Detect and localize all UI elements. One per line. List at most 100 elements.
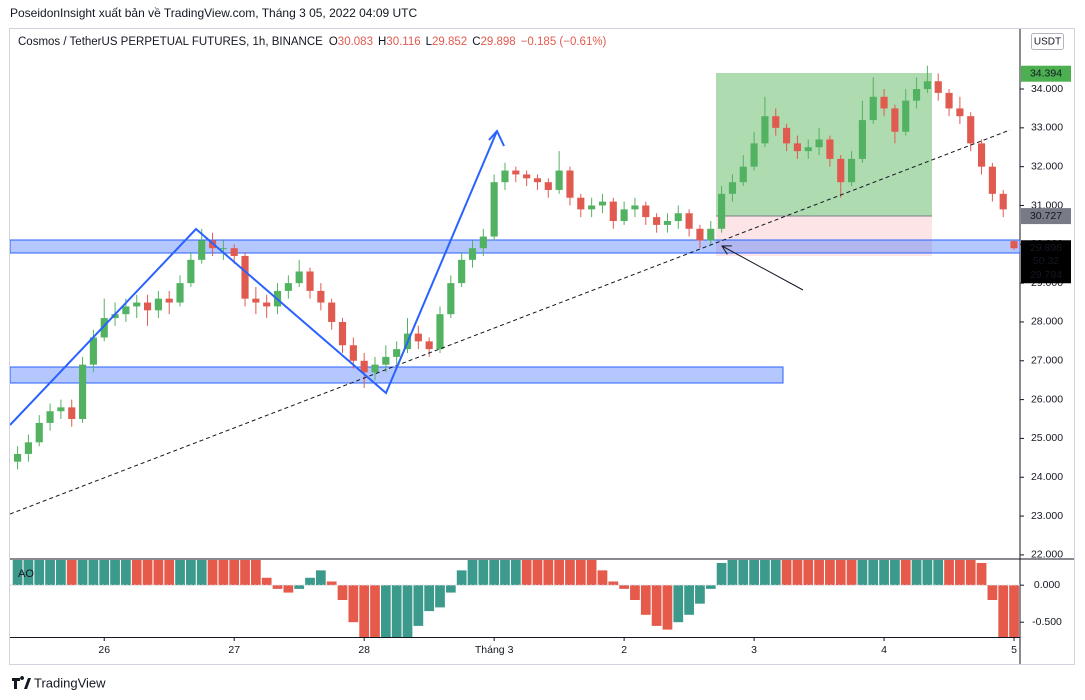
ao-bar <box>705 585 716 589</box>
candle-body <box>111 314 119 319</box>
chart-title-line: Cosmos / TetherUS PERPETUAL FUTURES, 1h,… <box>18 36 607 48</box>
ao-bar <box>142 560 153 586</box>
y-tick-label: 23.000 <box>1031 510 1063 522</box>
ao-bar <box>510 560 521 586</box>
ao-bar <box>337 585 348 600</box>
ao-bar <box>445 585 456 593</box>
ao-bar <box>131 560 142 586</box>
candle-body <box>642 205 650 218</box>
ao-bar <box>890 560 900 586</box>
candle-body <box>620 209 628 222</box>
candle-body <box>458 259 466 284</box>
candle-body <box>533 178 542 183</box>
candle-body <box>869 96 877 121</box>
ohlc-value: 29.852 <box>432 36 467 48</box>
candle-body <box>176 283 184 303</box>
candle-body <box>371 364 379 373</box>
ao-bar <box>944 560 954 586</box>
candle-body <box>252 298 260 303</box>
ao-bar <box>218 560 229 586</box>
price-label: 34.394 <box>1030 67 1062 79</box>
candle-body <box>783 127 791 144</box>
candle-body <box>436 314 444 350</box>
ao-bar <box>370 585 380 637</box>
profit-zone <box>716 73 932 216</box>
candle-body <box>447 283 455 315</box>
candle-body <box>122 306 130 315</box>
ohlc-letter: O <box>329 36 338 48</box>
ao-bar <box>196 560 207 586</box>
ao-bar <box>66 560 77 586</box>
ao-bar <box>207 560 218 586</box>
ao-bar <box>760 560 770 586</box>
candle-body <box>338 321 347 346</box>
candle-body <box>555 170 563 190</box>
drawings-over <box>10 129 1011 515</box>
ao-bar <box>164 560 175 586</box>
candle-body <box>988 166 996 194</box>
candle-body <box>598 201 607 206</box>
candle-body <box>848 158 856 183</box>
ohlc-letter: H <box>378 36 386 48</box>
candle-body <box>945 92 953 109</box>
last-price-box <box>1021 240 1071 284</box>
candle-body <box>46 411 54 423</box>
ao-bar <box>99 560 110 586</box>
candle-body <box>566 170 574 198</box>
ao-bar <box>456 570 467 586</box>
candle-body <box>696 228 704 241</box>
ao-bar <box>586 560 597 586</box>
x-tick-label: 5 <box>1011 644 1017 656</box>
candle-body <box>360 360 368 373</box>
ohlc-letter: L <box>426 36 433 48</box>
candle-body <box>793 143 801 152</box>
footer-logo: TradingView <box>12 675 106 690</box>
last-price: 29.898 <box>1030 242 1062 254</box>
ao-bar <box>803 560 814 586</box>
ao-bar <box>651 585 662 626</box>
currency: USDT <box>1034 37 1061 48</box>
ao-bar <box>792 560 803 586</box>
candle-body <box>198 240 206 260</box>
zone <box>10 239 1020 254</box>
ohlc-value: 30.083 <box>338 36 373 48</box>
indicator-name: AO <box>18 568 34 580</box>
candle-body <box>837 158 845 183</box>
ao-bar <box>879 560 889 586</box>
candle-body <box>425 341 433 350</box>
candle-body <box>956 108 964 117</box>
x-tick-label: 27 <box>228 644 240 656</box>
candle-body <box>685 213 693 229</box>
ao-bar <box>532 560 543 586</box>
candle-body <box>631 205 639 210</box>
ao-bar <box>435 585 445 608</box>
ao-bar <box>662 585 673 630</box>
ao-bar <box>619 585 629 589</box>
candle-body <box>230 248 238 256</box>
candle-body <box>501 170 509 183</box>
candle-body <box>479 236 487 249</box>
candle-body <box>14 453 22 462</box>
ao-bar <box>402 585 413 637</box>
candle-body <box>512 170 520 175</box>
ao-bar <box>272 585 283 589</box>
bar-low-label: 29.794 <box>1030 269 1062 281</box>
candle-body <box>328 302 336 322</box>
candle-body <box>295 271 303 284</box>
change: −0.185 (−0.61%) <box>521 36 607 48</box>
candle-body <box>143 302 152 311</box>
ao-tick-label: 0.000 <box>1034 579 1060 591</box>
y-tick-label: 27.000 <box>1031 355 1063 367</box>
ohlc-value: 29.898 <box>481 36 516 48</box>
ao-bar <box>88 560 99 586</box>
ao-bar <box>294 585 305 589</box>
candle-body <box>544 182 552 190</box>
ao-bar <box>965 560 976 586</box>
candle-body <box>393 349 401 357</box>
candle-body <box>78 364 87 420</box>
ao-bar <box>543 560 554 586</box>
candle-body <box>523 174 531 179</box>
candle-body <box>588 205 596 210</box>
ao-bar <box>630 585 640 600</box>
price-label: 30.727 <box>1030 210 1062 222</box>
